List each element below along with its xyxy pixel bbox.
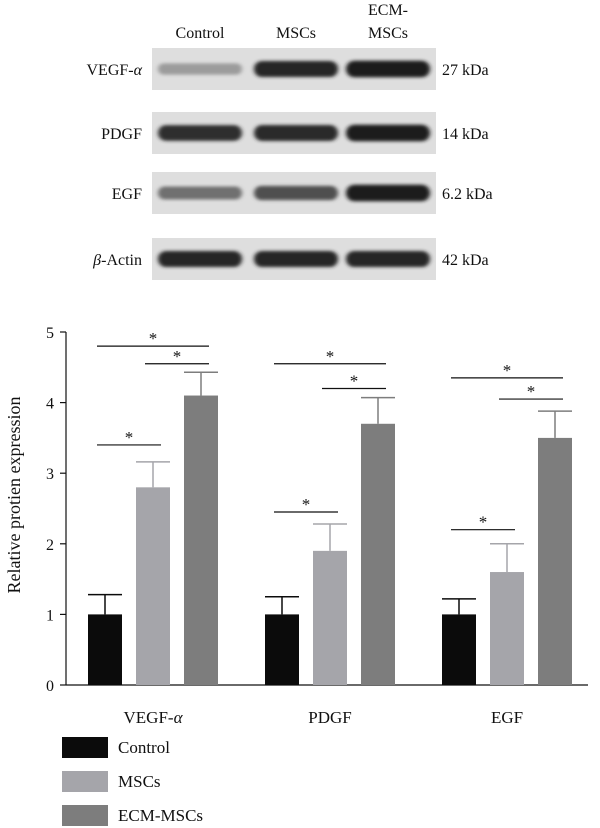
y-tick-label: 2 xyxy=(46,537,54,554)
blot-row-1: PDGF 14 kDa xyxy=(101,112,489,154)
bar-ecm-mscs xyxy=(184,395,218,685)
protein-label-text: -Actin xyxy=(101,252,142,269)
significance-star: * xyxy=(326,347,335,366)
y-tick-label: 4 xyxy=(46,396,54,413)
significance-star: * xyxy=(302,495,311,514)
x-tick-label: VEGF-α xyxy=(124,708,184,727)
bar-ecm-mscs xyxy=(538,437,572,685)
significance-star: * xyxy=(350,371,359,390)
molecular-weight-label: 14 kDa xyxy=(442,126,489,143)
blot-band-2 xyxy=(346,250,430,268)
bar-control xyxy=(442,614,476,685)
protein-label-text: EGF xyxy=(112,186,142,203)
legend-label: ECM-MSCs xyxy=(118,806,203,825)
protein-label: PDGF xyxy=(101,126,142,143)
y-axis-label: Relative protien expression xyxy=(4,397,24,594)
blot-band-0 xyxy=(158,250,242,268)
chart-bars xyxy=(88,371,572,685)
y-tick-label: 0 xyxy=(46,678,54,695)
blot-band-1 xyxy=(254,60,338,78)
significance-star: * xyxy=(503,361,512,380)
blot-row-0: VEGF-α 27 kDa xyxy=(86,48,489,90)
protein-label-greek: α xyxy=(134,62,143,79)
chart-legend: Control MSCs ECM-MSCs xyxy=(62,737,203,826)
protein-label: EGF xyxy=(112,186,142,203)
significance-star: * xyxy=(149,329,158,348)
bar-mscs xyxy=(313,550,347,685)
bar-control xyxy=(88,614,122,685)
blot-band-0 xyxy=(158,63,242,75)
significance-star: * xyxy=(125,428,134,447)
blot-band-1 xyxy=(254,185,338,201)
lane-label-0: Control xyxy=(176,25,225,42)
legend-label: Control xyxy=(118,738,170,757)
x-tick-label: PDGF xyxy=(308,708,351,727)
bar-mscs xyxy=(136,487,170,685)
protein-label: β-Actin xyxy=(92,252,142,269)
x-tick-label-text: VEGF- xyxy=(124,708,174,727)
protein-label-text: VEGF- xyxy=(86,62,133,79)
protein-label-greek: β xyxy=(92,252,101,269)
blot-row-3: β-Actin 42 kDa xyxy=(92,238,489,280)
blot-band-1 xyxy=(254,125,338,141)
bar-mscs xyxy=(490,572,524,685)
significance-star: * xyxy=(527,382,536,401)
lane-label-1: MSCs xyxy=(276,25,316,42)
lane-label-2-line1: ECM- xyxy=(368,2,408,19)
legend-swatch xyxy=(62,737,108,758)
legend-label: MSCs xyxy=(118,772,161,791)
molecular-weight-label: 27 kDa xyxy=(442,62,489,79)
blot-band-2 xyxy=(346,60,430,78)
bar-ecm-mscs xyxy=(361,423,395,685)
significance-star: * xyxy=(479,513,488,532)
western-blot-panel: Control MSCs ECM- MSCs VEGF-α 27 kDa PDGF 14 k… xyxy=(86,2,493,280)
blot-band-2 xyxy=(346,184,430,202)
x-tick-label: EGF xyxy=(491,708,523,727)
blot-band-1 xyxy=(254,250,338,268)
bar-control xyxy=(265,614,299,685)
blot-band-2 xyxy=(346,124,430,142)
bar-chart: 0 1 2 3 4 5 VEGF-α PDGF EGF * * * * * * * * * Relative p… xyxy=(4,325,588,826)
y-tick-label: 5 xyxy=(46,325,54,342)
x-tick-label-greek: α xyxy=(174,708,184,727)
lane-label-2-line2: MSCs xyxy=(368,25,408,42)
blot-band-0 xyxy=(158,125,242,141)
significance-star: * xyxy=(173,347,182,366)
legend-swatch xyxy=(62,771,108,792)
blot-band-0 xyxy=(158,186,242,200)
blot-row-2: EGF 6.2 kDa xyxy=(112,172,493,214)
blot-rows: VEGF-α 27 kDa PDGF 14 kDa EGF 6.2 kDa β-Actin 4… xyxy=(86,48,493,280)
y-tick-label: 3 xyxy=(46,466,54,483)
molecular-weight-label: 42 kDa xyxy=(442,252,489,269)
protein-label: VEGF-α xyxy=(86,62,142,79)
molecular-weight-label: 6.2 kDa xyxy=(442,186,493,203)
significance-markers: * * * * * * * * * xyxy=(97,329,563,532)
y-tick-label: 1 xyxy=(46,607,54,624)
blot-lane-labels: Control MSCs ECM- MSCs xyxy=(176,2,408,42)
protein-label-text: PDGF xyxy=(101,126,142,143)
legend-swatch xyxy=(62,805,108,826)
